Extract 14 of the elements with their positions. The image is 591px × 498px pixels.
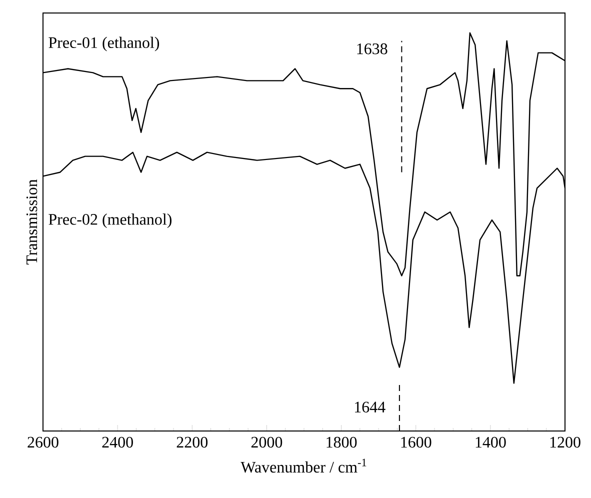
ref-line-label: 1644 [355,402,386,412]
series-label: Prec-01 (ethanol) [48,36,160,52]
text: Prec-02 (methanol) [48,214,172,228]
x-tick-label: 2400 [102,436,133,448]
x-tick-label: 2000 [251,436,282,448]
x-tick-label: 2200 [176,436,208,448]
x-tick-label: 2600 [28,436,58,448]
y-axis-title: Transmission [26,179,38,265]
x-tick-label: 1400 [476,436,506,448]
ref-line-label: 1638 [357,43,388,54]
x-axis-title: Wavenumber / cm$^{-1}$ [240,458,366,473]
x-tick-label: 1800 [326,436,357,448]
x-tick-label: 1200 [550,436,580,448]
x-tick-label: 1600 [401,436,432,448]
